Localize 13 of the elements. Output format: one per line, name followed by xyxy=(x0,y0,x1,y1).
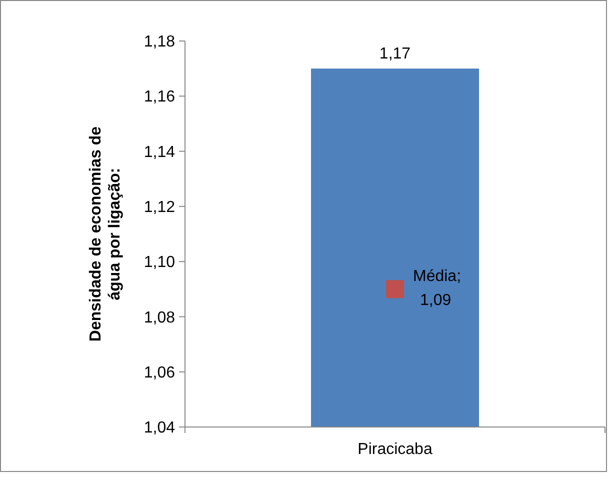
y-tick-label: 1,04 xyxy=(144,420,176,437)
y-tick-label: 1,16 xyxy=(144,88,176,106)
y-axis-title: Densidade de economias de água por ligação: xyxy=(87,126,124,342)
y-tick-label: 1,14 xyxy=(144,144,176,161)
text: 1,09 xyxy=(420,292,452,310)
y-tick-label: 1,18 xyxy=(144,34,176,51)
y-tick-label: 1,12 xyxy=(144,199,176,216)
y-tick-label: 1,08 xyxy=(144,309,176,326)
y-tick-label: 1,10 xyxy=(144,254,176,272)
text: Média; xyxy=(413,268,462,286)
data-label: 1,17 xyxy=(379,46,411,63)
x-tick-label: Piracicaba xyxy=(358,441,432,458)
y-tick-label: 1,06 xyxy=(144,364,176,382)
